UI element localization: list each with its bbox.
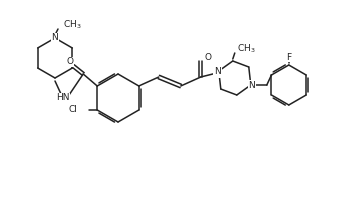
- Text: N: N: [214, 67, 221, 76]
- Text: Cl: Cl: [68, 105, 77, 114]
- Text: F: F: [286, 52, 291, 62]
- Text: N: N: [52, 33, 58, 43]
- Text: CH$_3$: CH$_3$: [237, 43, 256, 55]
- Text: N: N: [248, 81, 255, 89]
- Text: HN: HN: [56, 94, 70, 103]
- Text: O: O: [205, 54, 212, 62]
- Text: CH$_3$: CH$_3$: [63, 19, 82, 31]
- Text: O: O: [67, 57, 74, 67]
- Text: N: N: [213, 68, 220, 78]
